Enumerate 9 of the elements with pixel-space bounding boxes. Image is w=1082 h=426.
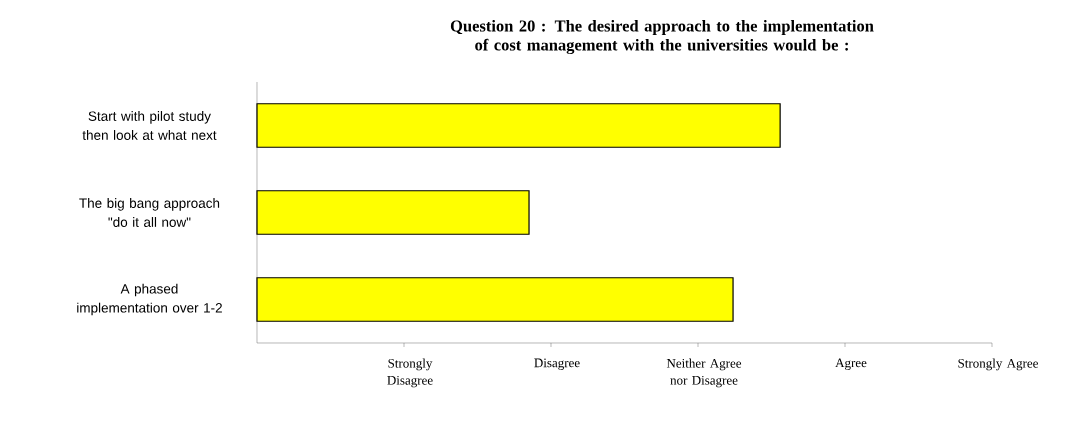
text: Disagree — [534, 358, 580, 370]
y-tick-label: A phased implementation over 1-2 — [77, 283, 222, 316]
y-tick-label: Start with pilot study then look at what next — [82, 111, 217, 140]
text: Strongly Disagree — [387, 358, 433, 388]
text: Agree — [835, 358, 867, 370]
y-tick-label: The big bang approach "do it all now" — [79, 198, 220, 227]
text: Strongly Agree — [958, 358, 1038, 371]
text: Neither Agree nor Disagree — [666, 358, 742, 388]
chart-title: Question 20 : The desired approach to the implementation of cost management with the universities would be : — [450, 19, 874, 55]
